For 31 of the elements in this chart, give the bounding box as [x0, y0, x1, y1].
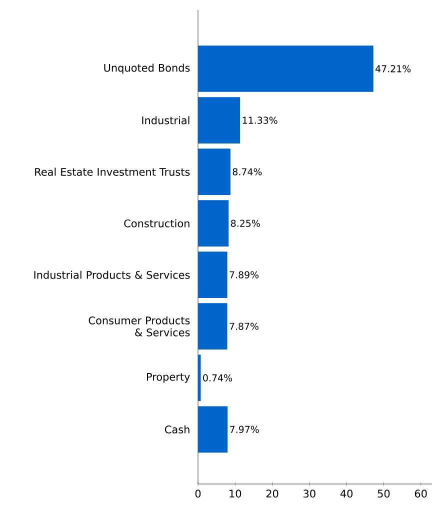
x-tick-label: 50: [378, 490, 390, 498]
y-tick-label: Real Estate Investment Trusts: [35, 168, 190, 176]
data-label: 8.74%: [232, 168, 262, 176]
bar: [198, 406, 228, 453]
y-tick-label: Construction: [124, 219, 190, 228]
x-tick-label: 0: [195, 490, 201, 498]
x-tick-label: 60: [414, 490, 427, 498]
data-label: 0.74%: [203, 374, 232, 382]
bar: [198, 354, 201, 402]
bar: [198, 97, 240, 144]
x-tick-label: 30: [304, 490, 316, 498]
bar: [198, 148, 230, 195]
bar: [198, 303, 228, 350]
x-tick-label: 10: [230, 490, 242, 498]
data-label: 7.89%: [230, 271, 259, 278]
data-label: 47.21%: [376, 65, 411, 72]
data-label: 7.87%: [230, 322, 258, 330]
y-tick-label: Industrial Products & Services: [34, 270, 190, 279]
data-label: 7.97%: [230, 426, 259, 433]
x-tick-label: 20: [266, 490, 278, 498]
y-tick-label: Cash: [165, 425, 190, 434]
bar: [198, 252, 228, 298]
y-tick-label: Property: [146, 372, 190, 383]
bar: [198, 46, 374, 92]
data-label: 8.25%: [230, 220, 260, 227]
y-tick-label: Industrial: [142, 116, 190, 124]
bar: [198, 200, 229, 246]
y-tick-label: Consumer Products & Services: [88, 316, 190, 336]
data-label: 11.33%: [242, 116, 278, 124]
x-tick-label: 40: [340, 490, 353, 498]
y-tick-label: Unquoted Bonds: [104, 64, 190, 74]
